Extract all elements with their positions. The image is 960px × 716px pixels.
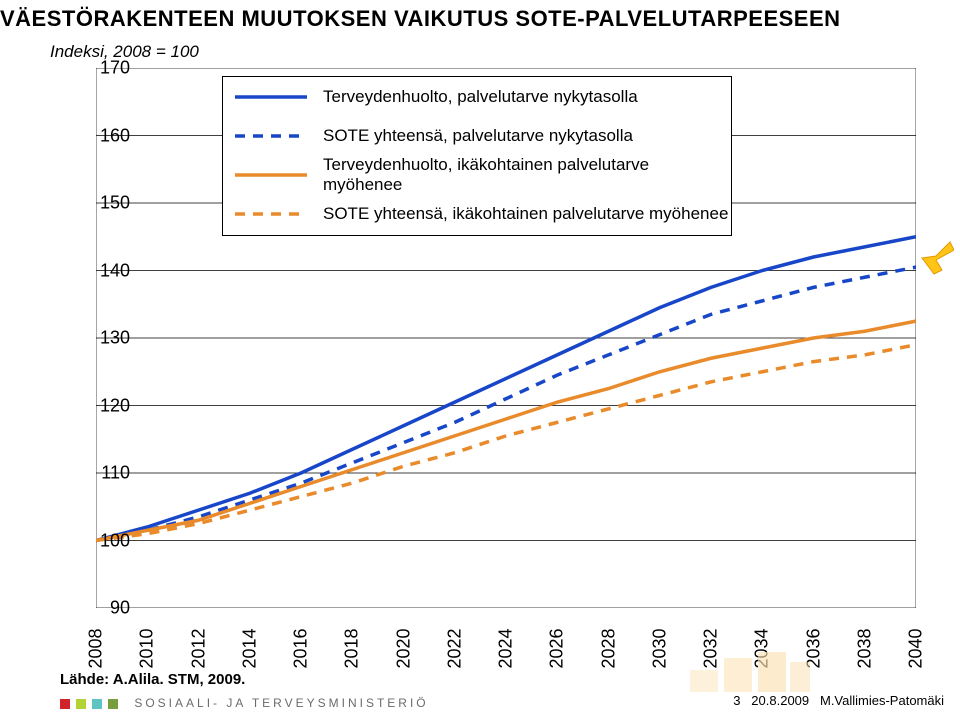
legend-swatch (235, 204, 307, 224)
legend-label: SOTE yhteensä, palvelutarve nykytasolla (323, 126, 633, 146)
x-tick-label: 2026 (547, 624, 568, 674)
x-tick-label: 2008 (86, 624, 107, 674)
y-tick-label: 150 (94, 193, 130, 214)
x-tick-label: 2012 (188, 624, 209, 674)
x-tick-label: 2020 (393, 624, 414, 674)
y-tick-label: 170 (94, 58, 130, 79)
footer-author: M.Vallimies-Patomäki (820, 693, 944, 708)
legend-row: SOTE yhteensä, palvelutarve nykytasolla (223, 116, 731, 155)
y-tick-label: 140 (94, 260, 130, 281)
y-tick-label: 100 (94, 530, 130, 551)
legend-row: Terveydenhuolto, palvelutarve nykytasoll… (223, 77, 731, 116)
x-tick-label: 2040 (906, 624, 927, 674)
x-tick-label: 2024 (496, 624, 517, 674)
legend-label: Terveydenhuolto, palvelutarve nykytasoll… (323, 87, 638, 107)
x-tick-label: 2016 (291, 624, 312, 674)
x-tick-label: 2030 (649, 624, 670, 674)
y-tick-label: 160 (94, 125, 130, 146)
y-tick-label: 110 (94, 463, 130, 484)
legend-row: SOTE yhteensä, ikäkohtainen palvelutarve… (223, 194, 731, 233)
page-title: VÄESTÖRAKENTEEN MUUTOKSEN VAIKUTUS SOTE-… (0, 6, 960, 32)
ministry-logo: SOSIAALI- JA TERVEYSMINISTERIÖ (60, 696, 429, 710)
x-tick-label: 2010 (137, 624, 158, 674)
legend-swatch (235, 165, 307, 185)
y-tick-label: 130 (94, 328, 130, 349)
ministry-label: SOSIAALI- JA TERVEYSMINISTERIÖ (134, 696, 428, 710)
x-tick-label: 2022 (444, 624, 465, 674)
x-tick-label: 2034 (752, 624, 773, 674)
page: VÄESTÖRAKENTEEN MUUTOKSEN VAIKUTUS SOTE-… (0, 0, 960, 716)
page-number: 3 (733, 693, 740, 708)
legend-swatch (235, 87, 307, 107)
legend-label: SOTE yhteensä, ikäkohtainen palvelutarve… (323, 204, 728, 224)
footer-meta: 3 20.8.2009 M.Vallimies-Patomäki (733, 693, 944, 708)
legend-swatch (235, 126, 307, 146)
legend-row: Terveydenhuolto, ikäkohtainen palvelutar… (223, 155, 731, 194)
x-tick-label: 2036 (803, 624, 824, 674)
source-label: Lähde: A.Alila. STM, 2009. (60, 671, 245, 688)
legend: Terveydenhuolto, palvelutarve nykytasoll… (222, 76, 732, 236)
x-tick-label: 2032 (701, 624, 722, 674)
callout-arrow (920, 240, 954, 281)
legend-label: Terveydenhuolto, ikäkohtainen palvelutar… (323, 155, 731, 195)
x-tick-label: 2038 (854, 624, 875, 674)
x-tick-label: 2018 (342, 624, 363, 674)
y-tick-label: 120 (94, 395, 130, 416)
footer-date: 20.8.2009 (751, 693, 809, 708)
x-tick-label: 2028 (598, 624, 619, 674)
y-tick-label: 90 (94, 598, 130, 619)
x-tick-label: 2014 (239, 624, 260, 674)
